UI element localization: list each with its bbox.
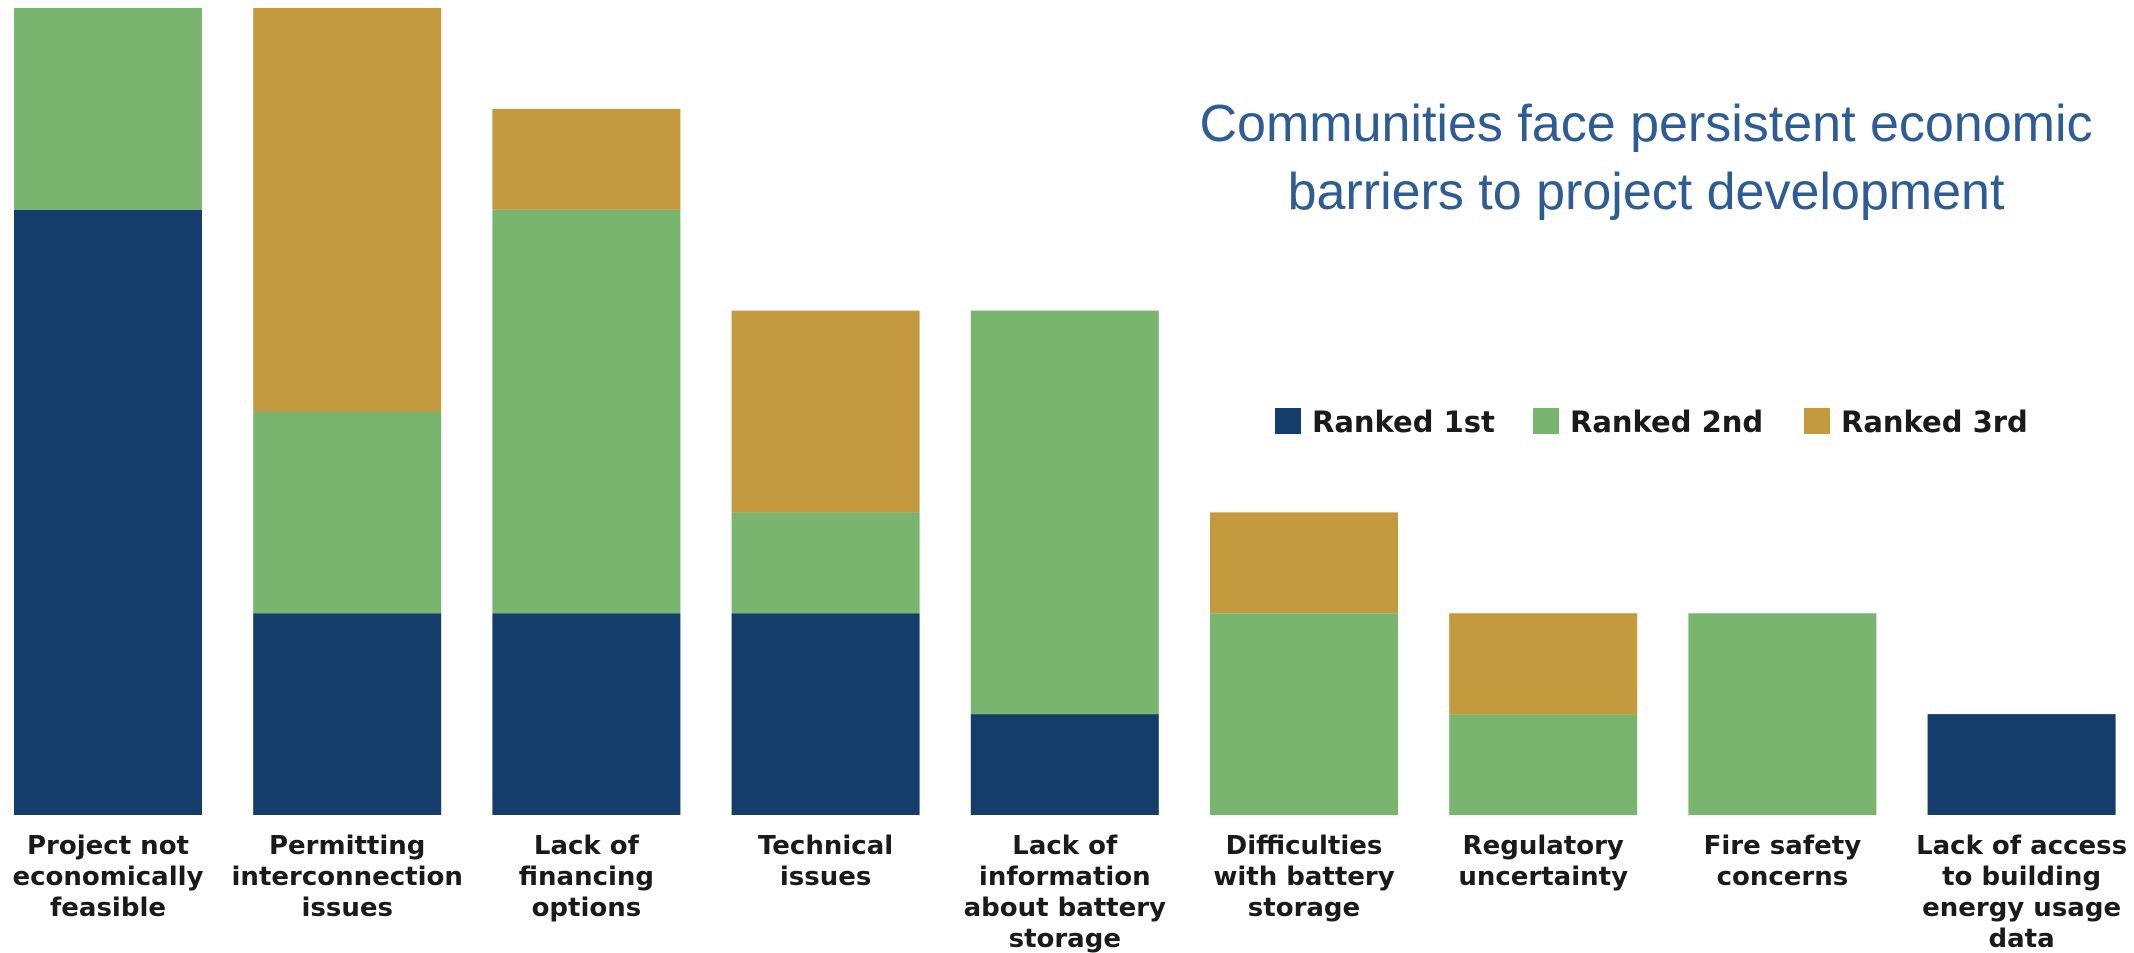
category-label-line: feasible — [50, 893, 166, 923]
chart-title: Communities face persistent economic barr… — [1199, 95, 2092, 221]
bar-segment-3-1 — [492, 613, 681, 815]
bars-group — [14, 8, 2116, 815]
category-label-line: Technical — [758, 831, 893, 861]
bar-segment-1-1 — [14, 209, 202, 815]
bar-segment-7-2 — [1449, 714, 1638, 815]
legend-label-1: Ranked 1st — [1312, 405, 1495, 439]
bar-segment-3-2 — [492, 209, 681, 614]
title-line-1: Communities face persistent economic — [1199, 95, 2092, 153]
category-label-line: Fire safety — [1704, 831, 1862, 861]
category-label-line: concerns — [1717, 862, 1849, 892]
bar-segment-2-3 — [253, 8, 442, 412]
legend-swatch-1 — [1275, 408, 1301, 434]
category-label-line: storage — [1248, 893, 1360, 923]
bar-segment-5-1 — [970, 714, 1159, 815]
category-label-7: Regulatory uncertainty — [1458, 831, 1628, 892]
category-label-line: Project not — [27, 831, 189, 861]
category-label-3: Lack of financing options — [519, 831, 654, 923]
title-line-2: barriers to project development — [1288, 163, 2005, 221]
category-label-5: Lack of information about battery storage — [964, 831, 1166, 953]
category-label-line: financing — [519, 862, 654, 892]
bar-segment-4-3 — [731, 310, 920, 513]
category-label-line: Regulatory — [1463, 831, 1624, 861]
legend-label-3: Ranked 3rd — [1841, 405, 2028, 439]
category-label-line: data — [1989, 924, 2055, 953]
bar-segment-2-2 — [253, 411, 442, 614]
category-label-line: interconnection — [232, 862, 463, 892]
legend-label-2: Ranked 2nd — [1570, 405, 1763, 439]
category-label-line: issues — [780, 862, 871, 892]
category-label-line: economically — [12, 862, 203, 892]
legend-swatch-2 — [1533, 408, 1559, 434]
category-label-8: Fire safety concerns — [1704, 831, 1862, 892]
category-label-line: about battery — [964, 893, 1166, 923]
bar-segment-9-1 — [1927, 714, 2116, 815]
legend: Ranked 1st Ranked 2nd Ranked 3rd — [1275, 405, 2028, 439]
bar-segment-4-2 — [731, 512, 920, 614]
bar-segment-6-3 — [1210, 512, 1398, 614]
category-label-line: Lack of access — [1916, 831, 2127, 861]
category-label-2: Permitting interconnection issues — [232, 831, 463, 923]
legend-swatch-3 — [1804, 408, 1830, 434]
bar-segment-6-2 — [1210, 613, 1398, 815]
category-label-9: Lack of access to building energy usage dat… — [1916, 831, 2127, 953]
bar-segment-2-1 — [253, 613, 442, 815]
bar-segment-4-1 — [731, 613, 920, 815]
category-label-line: to building — [1942, 862, 2101, 892]
category-label-6: Difficulties with battery storage — [1213, 831, 1394, 923]
category-label-line: issues — [301, 893, 392, 923]
category-label-line: Permitting — [269, 831, 425, 861]
bar-segment-5-2 — [970, 310, 1159, 715]
category-label-line: uncertainty — [1458, 862, 1628, 892]
bar-segment-1-2 — [14, 8, 202, 210]
category-label-line: storage — [1009, 924, 1121, 953]
category-label-line: Lack of — [1012, 831, 1118, 861]
bar-segment-7-3 — [1449, 613, 1638, 715]
category-label-line: Difficulties — [1226, 831, 1383, 861]
category-labels: Project not economically feasible Permittin… — [12, 831, 2127, 953]
category-label-line: with battery — [1213, 862, 1394, 892]
bar-segment-8-2 — [1688, 613, 1877, 815]
category-label-4: Technical issues — [758, 831, 893, 892]
category-label-line: Lack of — [534, 831, 640, 861]
category-label-line: options — [532, 893, 642, 923]
category-label-line: information — [979, 862, 1151, 892]
category-label-1: Project not economically feasible — [12, 831, 203, 923]
category-label-line: energy usage — [1922, 893, 2121, 923]
bar-segment-3-3 — [492, 108, 681, 210]
